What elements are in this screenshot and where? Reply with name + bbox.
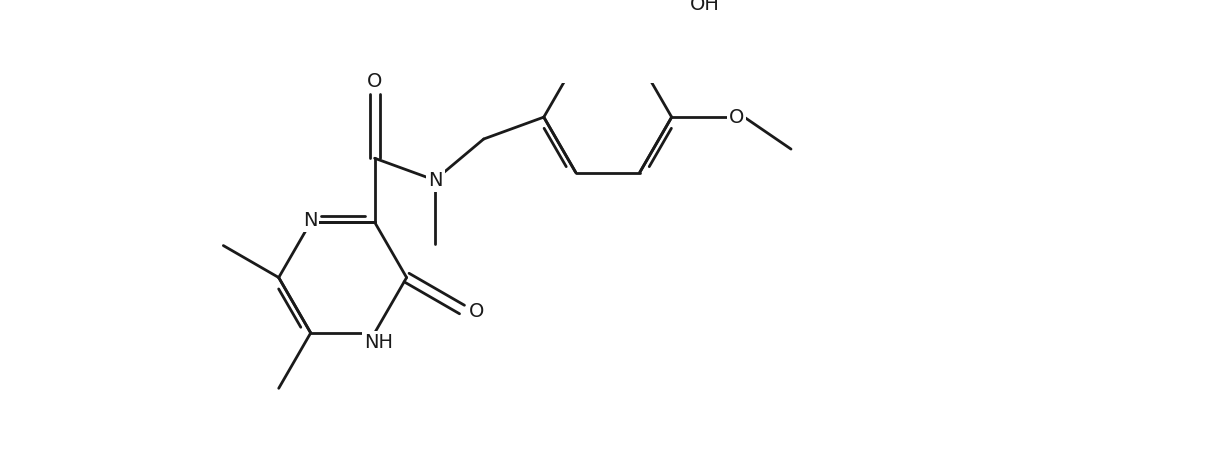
Text: OH: OH	[690, 0, 720, 14]
Text: O: O	[469, 302, 484, 321]
Text: O: O	[367, 72, 382, 91]
Text: NH: NH	[364, 333, 393, 352]
Text: O: O	[728, 108, 744, 127]
Text: N: N	[302, 211, 317, 230]
Text: N: N	[428, 171, 443, 190]
